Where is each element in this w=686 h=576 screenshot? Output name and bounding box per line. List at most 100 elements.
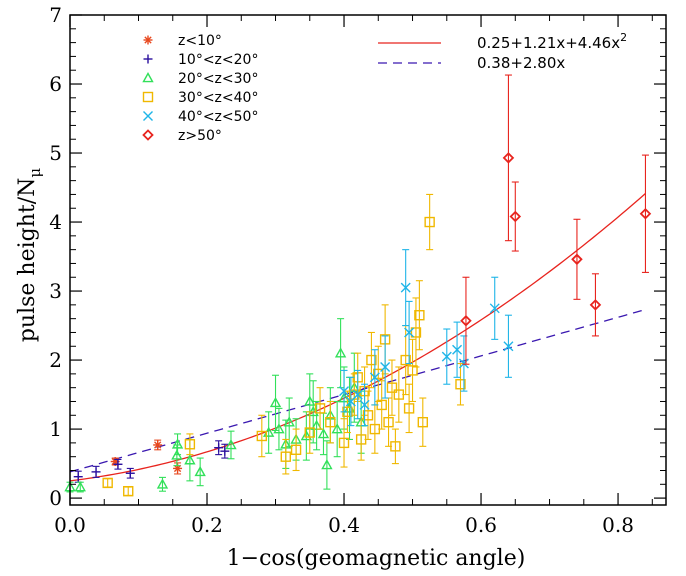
marker-triangle [171,438,184,449]
legend-item: 40°<z<50° [143,109,258,125]
marker-square [400,354,411,366]
data-point [91,465,101,478]
marker-asterisk [153,440,163,450]
y-axis-title-sub: μ [26,168,44,178]
marker-square [383,416,394,428]
data-point [334,318,347,389]
triangle-shape [194,465,206,477]
marker-cross [369,372,380,383]
triangle-shape [321,459,333,470]
marker-cross [489,303,500,314]
marker-triangle [317,427,330,439]
square-shape [280,451,291,462]
marker-square [417,416,429,428]
marker-triangle [194,465,206,477]
fit-legend: 0.25+1.21x+4.46x2 0.38+2.80x [378,31,627,72]
marker-triangle [334,347,347,358]
square-shape [455,379,466,390]
square-shape [390,441,401,452]
square-shape [362,410,374,421]
data-point [489,276,500,340]
square-shape [123,485,134,497]
triangle-shape [331,423,343,434]
marker-square [390,441,401,452]
fit-line-linear [69,308,646,473]
marker-triangle [321,459,333,470]
data-point [503,314,514,378]
diamond-shape [509,210,522,223]
data-point [74,481,86,493]
diamond-shape [571,253,583,266]
data-point [331,400,343,458]
data-point [102,477,113,489]
marker-cross [339,386,350,397]
fit-label-main: 0.25+1.21x+4.46x [477,34,620,52]
data-point [273,407,285,451]
triangle-shape [273,423,285,434]
cross-stroke [369,372,380,383]
cross-stroke [380,361,391,372]
data-point [458,335,469,392]
series-plus [73,440,230,483]
x-tick-label: 0.6 [465,513,497,537]
asterisk-stroke [154,441,162,449]
marker-square [304,427,315,438]
marker-diamond [571,253,583,266]
data-point [339,369,350,413]
data-point [403,383,415,434]
cross-stroke [352,389,363,400]
marker-diamond [460,314,472,327]
data-point [290,428,302,472]
data-point [366,331,377,389]
marker-plus [214,443,224,453]
legend-item: z>50° [142,128,222,144]
square-shape [325,416,336,428]
data-point [369,349,380,406]
cross-stroke [503,341,514,352]
legend-label: 20°<z<30° [178,71,258,87]
marker-cross [352,389,363,400]
y-axis-title: pulse height/Nμ [15,168,44,343]
data-point [571,218,583,300]
marker-square [366,354,377,366]
marker-cross [441,351,452,362]
y-tick-label: 3 [49,279,62,303]
triangle-shape [269,396,282,408]
cross-stroke [458,358,469,369]
marker-square [290,444,302,455]
marker-triangle [142,72,154,83]
square-shape [410,327,422,338]
fit-legend-label: 0.38+2.80x [477,54,565,72]
marker-triangle [331,423,343,434]
fit-label-exponent: 2 [620,31,627,44]
marker-square [184,439,196,450]
square-shape [102,477,113,489]
cross-stroke [404,327,415,338]
data-point [349,373,360,416]
marker-plus [220,446,230,456]
legend-item: z<10° [143,33,222,49]
y-tick-label: 0 [49,486,62,510]
data-point [417,397,429,447]
data-point [410,297,422,368]
marker-diamond [502,152,515,164]
marker-square [325,416,336,428]
data-point [113,458,123,470]
cross-stroke [143,111,153,121]
data-point [359,383,370,427]
square-shape [304,427,315,438]
diamond-shape [142,129,154,141]
marker-cross [359,399,370,410]
tick-labels: 0.0 0.2 0.4 0.6 0.8 0 1 2 3 4 5 6 7 [49,3,634,537]
square-shape [314,403,326,414]
y-axis-title-main: pulse height/N [15,178,40,343]
square-shape [349,389,360,400]
data-point [460,276,472,365]
marker-cross [404,327,415,338]
data-point [225,430,237,460]
square-shape [407,365,418,376]
data-point [125,467,135,479]
marker-triangle [156,478,169,489]
marker-cross [458,358,469,369]
